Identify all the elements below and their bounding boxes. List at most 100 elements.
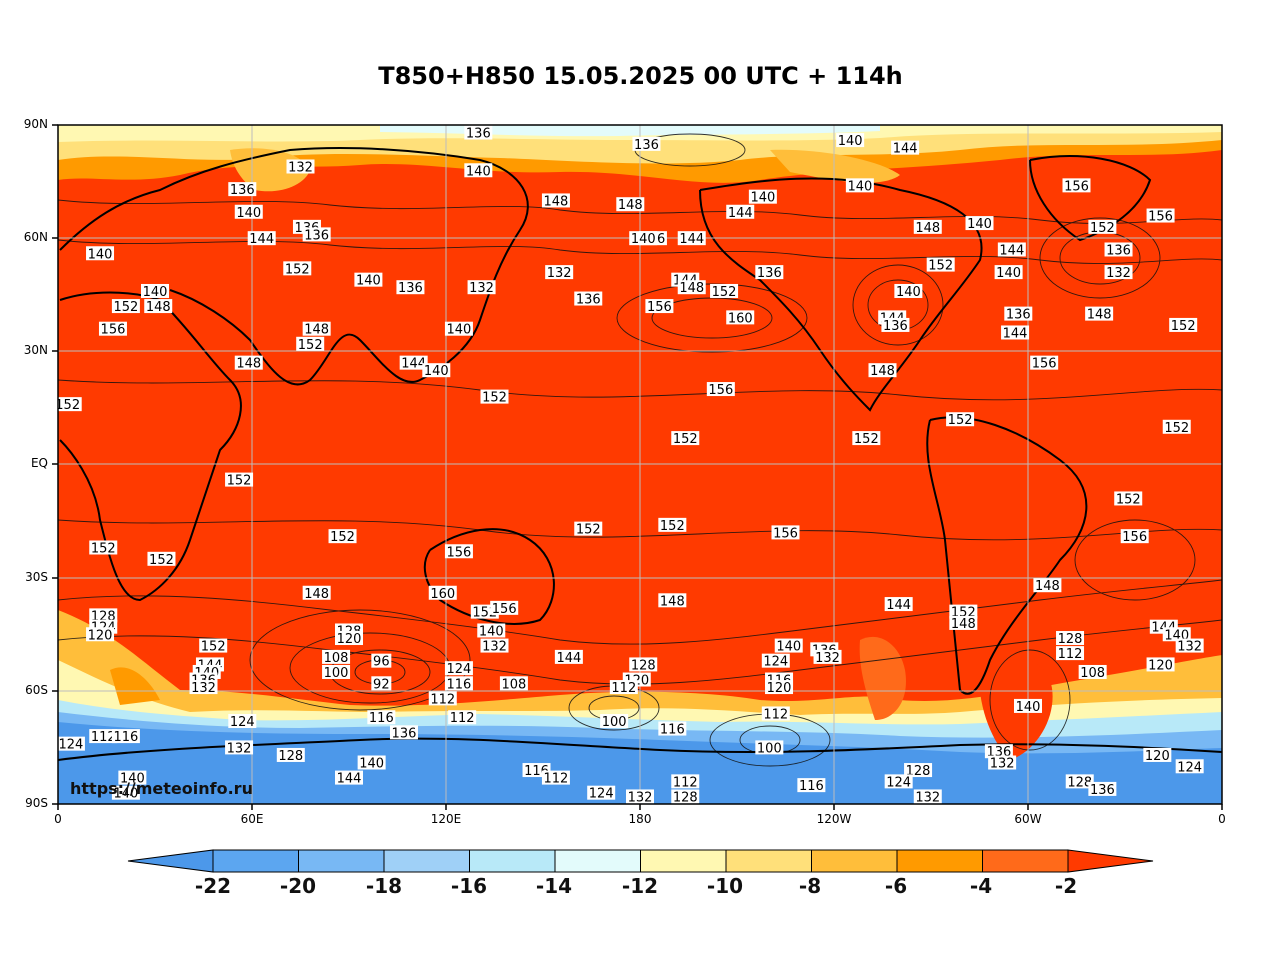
contour-label-bg: [1114, 491, 1143, 506]
contour-label: 148: [1035, 579, 1060, 594]
contour-label-bg: [545, 265, 574, 280]
contour-label: 156: [1122, 530, 1147, 545]
colorbar-max-arrow: [1067, 849, 1154, 873]
colorbar-segment: [811, 849, 898, 873]
contour-label: 140: [88, 247, 113, 262]
contour-label-bg: [1175, 759, 1204, 774]
contour-label-bg: [464, 163, 493, 178]
contour-label-bg: [884, 597, 913, 612]
contour-label-bg: [1162, 419, 1191, 434]
contour-label: 144: [893, 142, 918, 157]
contour-label-bg: [913, 219, 942, 234]
lat-label: EQ: [30, 456, 48, 470]
contour-label-bg: [286, 159, 315, 174]
contour-label: 140: [996, 266, 1021, 281]
colorbar-segment: [725, 849, 812, 873]
contour-label-bg: [1088, 219, 1117, 234]
contour-label-bg: [1162, 627, 1191, 642]
contour-label: 132: [1177, 640, 1202, 655]
contour-label: 132: [288, 160, 313, 175]
contour-label: 112: [673, 775, 698, 790]
contour-label-bg: [1030, 355, 1059, 370]
contour-label-bg: [626, 789, 654, 804]
contour-label: 148: [304, 587, 329, 602]
contour-label: 152: [227, 474, 252, 489]
contour-label-bg: [894, 283, 923, 298]
contour-label-bg: [399, 355, 428, 370]
contour-label-bg: [671, 789, 700, 804]
contour-label: 112: [1058, 647, 1083, 662]
contour-label-bg: [774, 638, 803, 653]
contour-label: 152: [91, 541, 116, 556]
contour-label-bg: [949, 615, 978, 630]
contour-label: 152: [928, 259, 953, 274]
contour-label-bg: [632, 136, 661, 151]
colorbar-label: -4: [969, 874, 993, 898]
contour-label: 148: [951, 617, 976, 632]
contour-label-bg: [389, 725, 418, 740]
contour-label-bg: [891, 140, 920, 155]
contour-label: 112: [91, 730, 116, 745]
contour-label: 148: [870, 364, 895, 379]
colorbar-segment: [640, 849, 727, 873]
colorbar-label: -6: [884, 874, 908, 898]
contour-label-bg: [283, 261, 312, 276]
contour-label-bg: [904, 763, 933, 778]
lon-label: 0: [54, 812, 62, 826]
contour-label-bg: [490, 600, 519, 615]
colorbar-segment: [469, 849, 556, 873]
contour-label: 116: [369, 711, 394, 726]
contour-label: 124: [763, 655, 788, 670]
contour-label-bg: [396, 280, 425, 295]
contour-label: 156: [1032, 357, 1057, 372]
contour-label: 136: [883, 319, 908, 334]
contour-label-bg: [671, 431, 700, 446]
contour-label-bg: [444, 676, 473, 691]
contour-label: 140: [896, 285, 921, 300]
contour-label: 124: [230, 715, 255, 730]
contour-label: 156: [647, 300, 672, 315]
contour-label: 124: [589, 787, 614, 802]
contour-label: 140: [113, 787, 138, 802]
contour-label-bg: [302, 321, 331, 336]
contour-label-bg: [86, 246, 115, 261]
contour-label: 136: [392, 726, 417, 741]
contour-label-bg: [199, 638, 228, 653]
lon-label: 180: [628, 812, 652, 826]
contour-label: 156: [447, 545, 472, 560]
contour-label-bg: [748, 189, 777, 204]
height-contours: [58, 133, 1222, 767]
contour-label-bg: [444, 321, 473, 336]
colorbar-label: -16: [450, 874, 488, 898]
contour-label: 116: [113, 730, 138, 745]
lon-label: 0: [1218, 812, 1226, 826]
contour-label: 124: [886, 775, 911, 790]
contour-label-bg: [710, 283, 739, 298]
contour-label: 140: [359, 757, 384, 772]
colorbar-label: -20: [279, 874, 317, 898]
contour-label-bg: [761, 706, 790, 721]
contour-label: 128: [673, 790, 698, 805]
colorbar-min-arrow: [127, 849, 214, 873]
contour-label: 136: [634, 138, 659, 153]
contour-label: 144: [1003, 326, 1028, 341]
contour-label: 152: [149, 553, 174, 568]
contour-label: 132: [227, 741, 252, 756]
contour-label-bg: [988, 755, 1017, 770]
contour-label: 148: [915, 221, 940, 236]
contour-label: 144: [337, 772, 362, 787]
contour-label: 152: [948, 413, 973, 428]
contour-label-bg: [771, 525, 800, 540]
contour-label-bg: [428, 585, 457, 600]
contour-label: 140: [967, 217, 992, 232]
contour-label: 152: [201, 640, 226, 655]
contour-label: 136: [576, 293, 601, 308]
contour-label-bg: [1146, 208, 1175, 223]
contour-label-bg: [949, 604, 978, 619]
contour-label-bg: [994, 265, 1023, 280]
contour-label: 152: [1116, 492, 1141, 507]
contour-label: 112: [450, 711, 475, 726]
contour-label-bg: [965, 216, 994, 231]
contour-label-bg: [677, 231, 706, 246]
contour-label-bg: [541, 770, 570, 785]
